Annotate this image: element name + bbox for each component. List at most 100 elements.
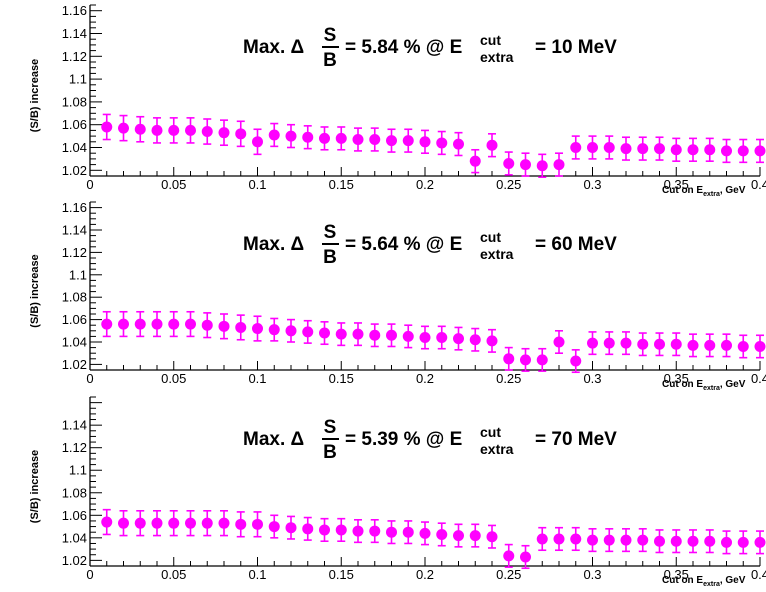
data-point bbox=[469, 530, 481, 542]
data-point bbox=[201, 126, 213, 138]
data-point bbox=[737, 145, 749, 157]
annotation-value: = 5.64 % @ E bbox=[345, 234, 462, 255]
annotation-superscript: cut bbox=[480, 229, 501, 245]
annotation-suffix: = 10 MeV bbox=[535, 37, 617, 58]
data-point bbox=[721, 536, 732, 548]
data-point bbox=[436, 137, 448, 149]
data-point bbox=[235, 128, 247, 140]
y-tick-label: 1.08 bbox=[62, 485, 87, 500]
data-point bbox=[101, 121, 113, 133]
x-tick-label: 0.1 bbox=[248, 177, 266, 192]
data-point bbox=[386, 329, 397, 341]
data-point bbox=[185, 517, 196, 529]
x-tick-label: 0.2 bbox=[416, 177, 434, 192]
data-point bbox=[603, 337, 615, 349]
y-tick-label: 1.04 bbox=[62, 140, 87, 155]
x-tick-label: 0.05 bbox=[161, 177, 186, 192]
data-point bbox=[168, 124, 180, 136]
data-point bbox=[536, 354, 548, 366]
data-point bbox=[687, 535, 699, 547]
x-tick-label: 0.35 bbox=[664, 567, 689, 582]
annotation-fraction-numerator: S bbox=[324, 25, 337, 46]
x-tick-label: 0.1 bbox=[248, 567, 266, 582]
y-tick-label: 1.12 bbox=[62, 49, 87, 64]
annotation-superscript: cut bbox=[480, 32, 501, 48]
panel-1: 1.02 1.04 1.06 1.08 1.1 1.12 1.14 1.16 0 0.05 0.1 0… bbox=[29, 3, 766, 198]
y-tick-label: 1.02 bbox=[62, 357, 87, 372]
data-point bbox=[536, 160, 548, 172]
data-point bbox=[570, 142, 582, 153]
data-point bbox=[469, 155, 481, 167]
data-point bbox=[654, 338, 665, 350]
data-point bbox=[168, 318, 180, 330]
data-point bbox=[101, 516, 113, 528]
data-point bbox=[235, 518, 247, 530]
data-point bbox=[570, 533, 582, 545]
data-point bbox=[754, 340, 766, 352]
data-point bbox=[670, 144, 682, 156]
data-point bbox=[469, 334, 481, 346]
data-point bbox=[185, 318, 196, 330]
y-tick-label: 1.1 bbox=[69, 72, 87, 87]
annotation-fraction-denominator: B bbox=[323, 247, 337, 268]
data-point bbox=[704, 535, 716, 547]
data-point bbox=[603, 142, 615, 153]
y-tick-label: 1.12 bbox=[62, 440, 87, 455]
x-tick-label: 0.25 bbox=[496, 371, 521, 386]
data-point bbox=[587, 142, 598, 153]
y-tick-label: 1.04 bbox=[62, 335, 87, 350]
x-tick-label: 0.15 bbox=[329, 567, 354, 582]
data-point bbox=[134, 123, 146, 135]
data-point bbox=[218, 320, 230, 332]
data-point bbox=[754, 145, 766, 157]
data-point bbox=[252, 518, 263, 530]
data-point bbox=[218, 127, 230, 139]
data-point bbox=[335, 524, 347, 536]
y-tick-label: 1.06 bbox=[62, 117, 87, 132]
data-point bbox=[436, 528, 448, 540]
data-point bbox=[553, 533, 565, 545]
data-point bbox=[319, 524, 330, 536]
x-tick-label: 0 bbox=[86, 177, 93, 192]
annotation-suffix: = 60 MeV bbox=[535, 234, 617, 255]
data-point bbox=[453, 333, 464, 345]
data-point bbox=[603, 534, 615, 546]
data-point bbox=[352, 525, 364, 537]
y-tick-label: 1.12 bbox=[62, 245, 87, 260]
x-tick-label: 0.25 bbox=[496, 177, 521, 192]
data-point bbox=[101, 318, 113, 330]
data-point bbox=[268, 324, 280, 336]
x-tick-label: 0.1 bbox=[248, 371, 266, 386]
annotation-fraction-denominator: B bbox=[323, 50, 337, 71]
data-point bbox=[201, 319, 213, 331]
y-tick-label: 1.02 bbox=[62, 163, 87, 178]
data-point bbox=[252, 136, 263, 148]
x-tick-label: 0.3 bbox=[583, 567, 601, 582]
data-point bbox=[670, 338, 682, 350]
data-point bbox=[201, 517, 213, 529]
x-tick-label: 0.35 bbox=[664, 177, 689, 192]
panel-2: 1.02 1.04 1.06 1.08 1.1 1.12 1.14 1.16 0 0.05 0.1 0… bbox=[29, 200, 766, 392]
data-point bbox=[369, 329, 381, 341]
y-axis-label: (S/B) increase bbox=[29, 450, 41, 523]
data-point bbox=[637, 143, 649, 155]
data-point bbox=[503, 157, 515, 169]
annotation-subscript: extra bbox=[480, 49, 514, 65]
data-point bbox=[252, 323, 263, 335]
data-point bbox=[587, 534, 598, 546]
y-tick-label: 1.16 bbox=[62, 3, 87, 18]
annotation-value: = 5.39 % @ E bbox=[345, 429, 462, 450]
data-point bbox=[352, 328, 364, 340]
data-point bbox=[737, 340, 749, 352]
x-tick-label: 0.4 bbox=[751, 177, 766, 192]
data-point bbox=[151, 318, 163, 330]
data-point bbox=[620, 143, 632, 155]
data-point bbox=[553, 336, 565, 348]
data-point bbox=[285, 130, 297, 142]
data-point bbox=[402, 135, 414, 147]
annotation-suffix: = 70 MeV bbox=[535, 429, 617, 450]
annotation-prefix: Max. Δ bbox=[243, 234, 304, 255]
data-point bbox=[553, 159, 565, 171]
data-point bbox=[520, 551, 531, 563]
